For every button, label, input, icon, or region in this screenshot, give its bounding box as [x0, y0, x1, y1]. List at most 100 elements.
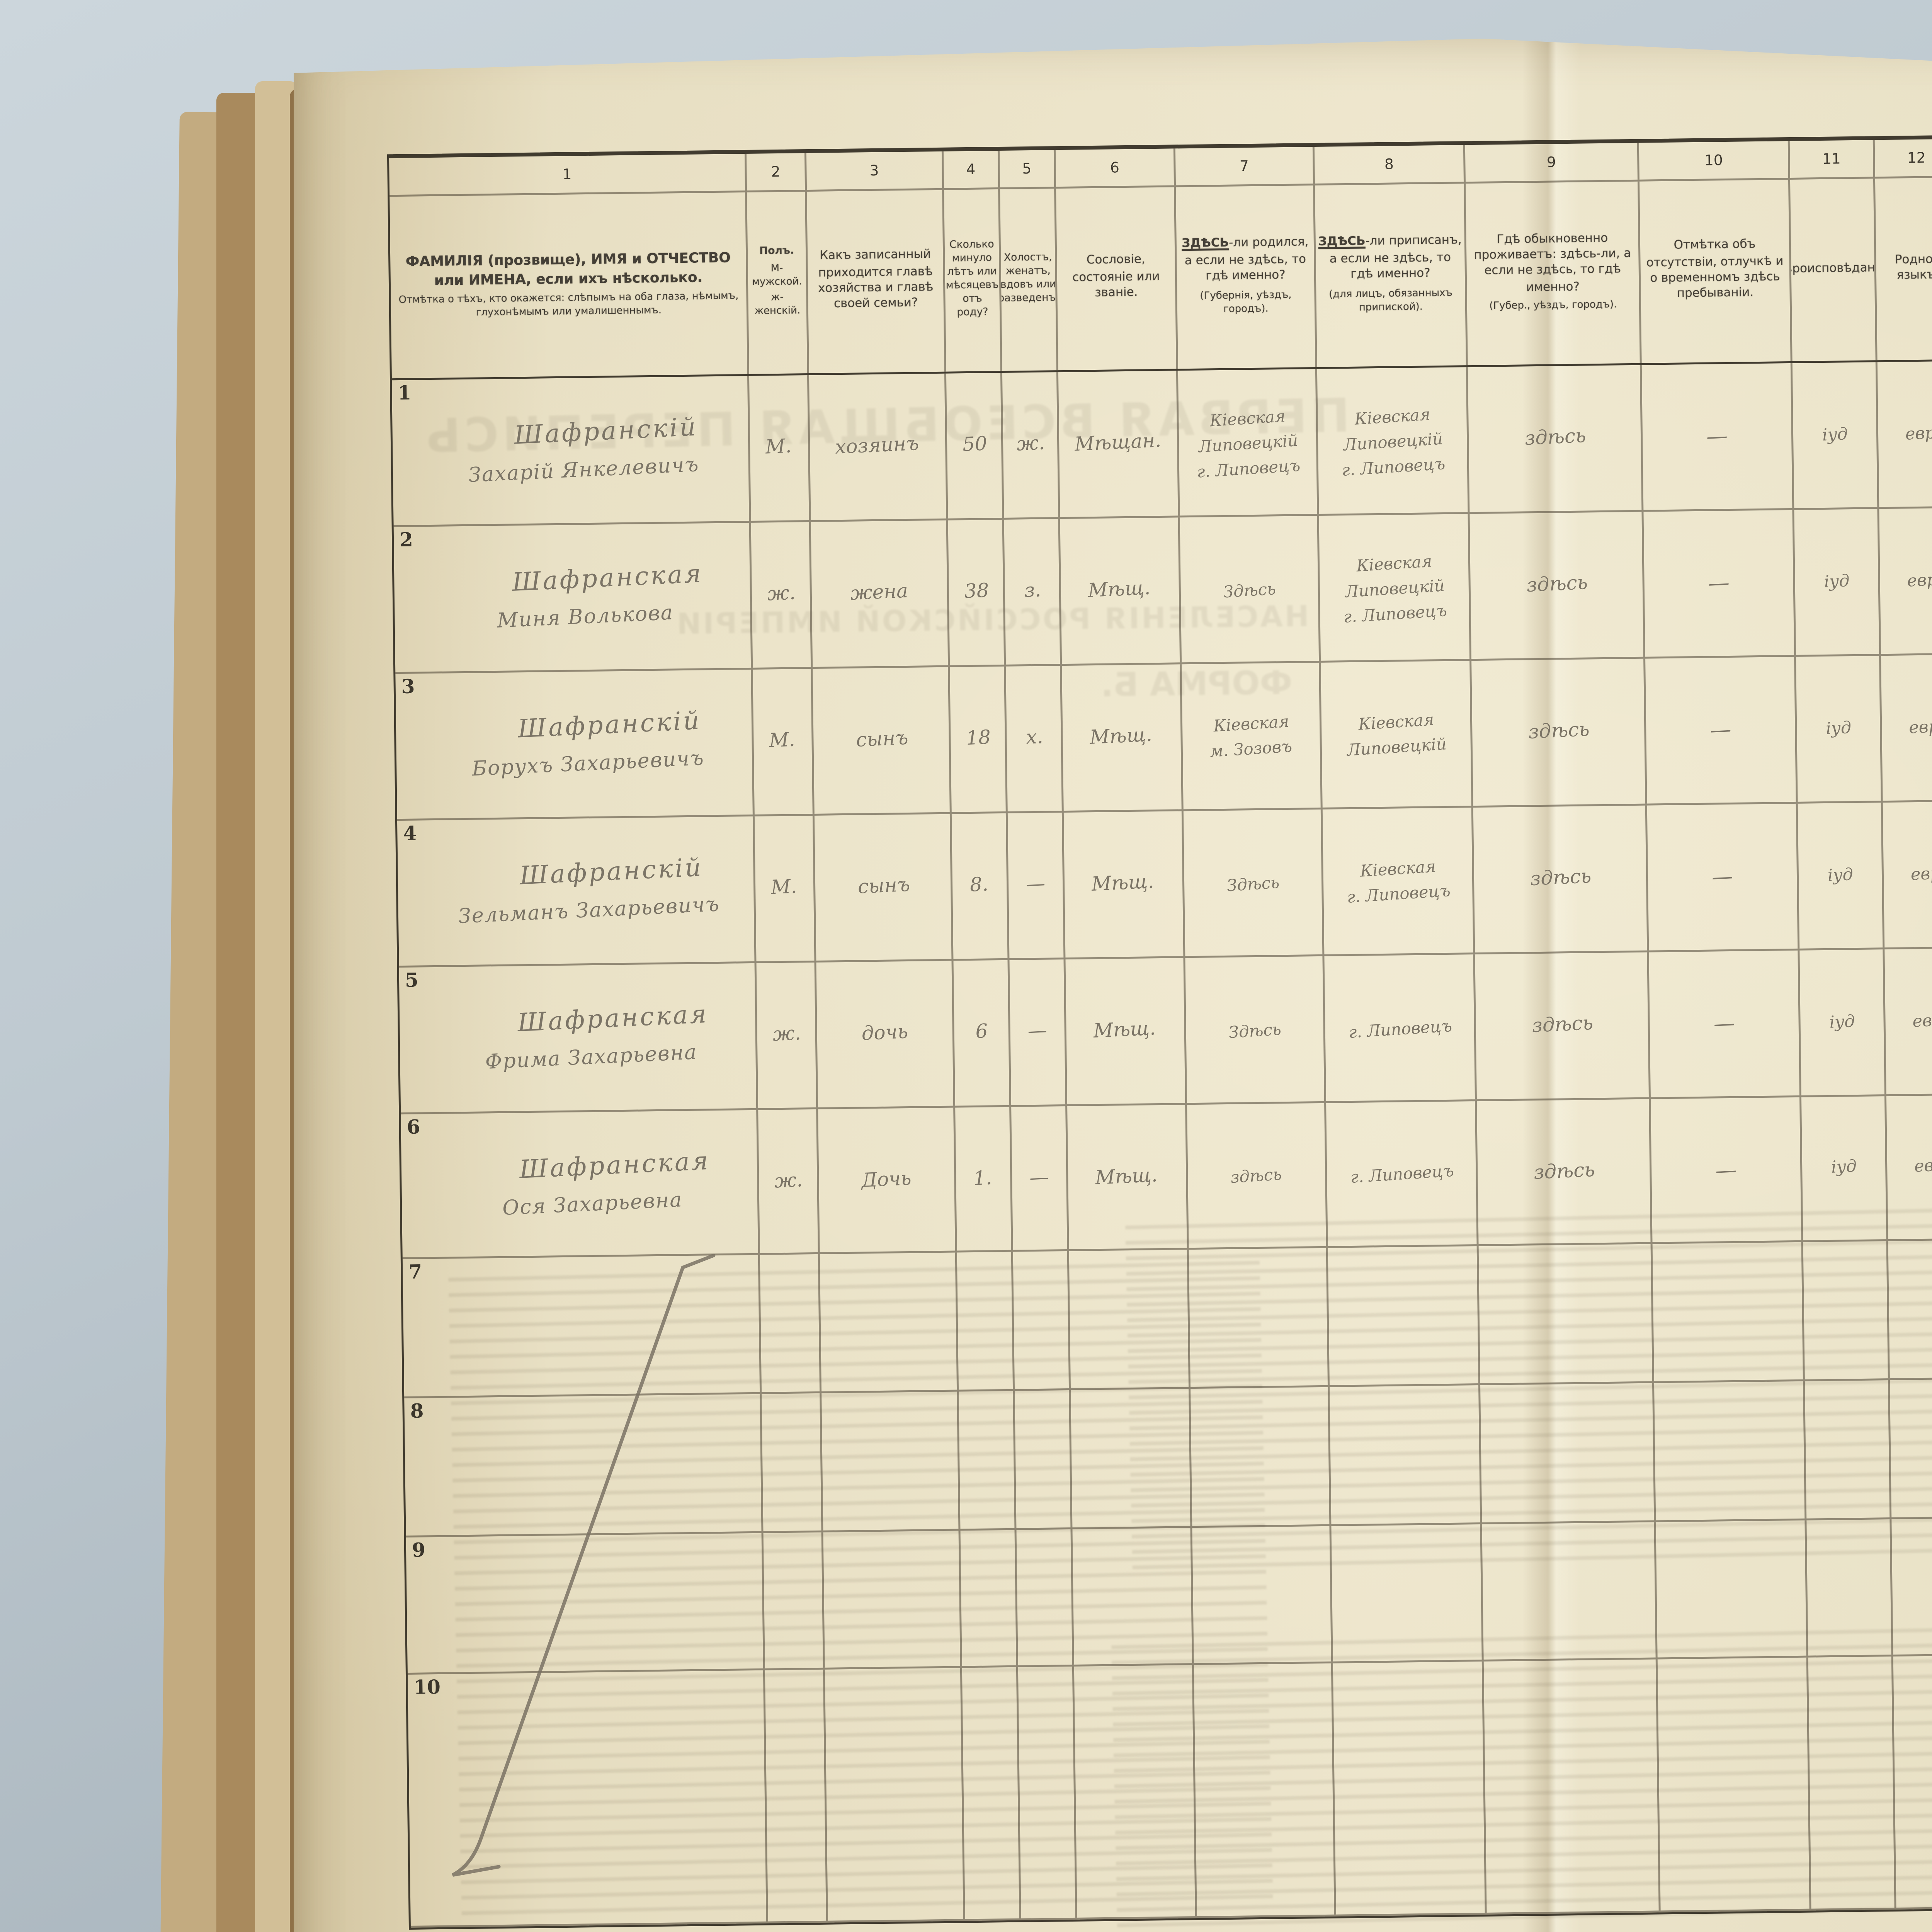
cell-sex: [760, 1254, 822, 1392]
cell-registered: Кіевская Липовецкій г. Липовецъ: [1319, 514, 1472, 661]
col-number: 7: [1175, 146, 1315, 185]
handwritten-value: Шафранская: [510, 560, 703, 599]
census-table: 1 2 3 4 5 6 7 8 9 10 11 12 13 14: [387, 125, 1932, 1930]
cell-absence: [1652, 1242, 1805, 1381]
col-number: 11: [1789, 140, 1875, 178]
handwritten-value: г. Липовецъ: [1349, 1160, 1454, 1187]
handwritten-value: —: [1714, 1156, 1737, 1183]
cell-registered: г. Липовецъ: [1326, 1101, 1479, 1246]
row-number: 1: [398, 384, 412, 406]
cell-residence: здѣсь: [1471, 658, 1647, 806]
cell-age: 8.: [951, 813, 1010, 959]
cell-language: евр: [1884, 948, 1932, 1095]
place-lines: здѣсь: [1230, 1164, 1283, 1187]
cell-name: 3 Шафранскій Борухъ Захарьевичъ: [395, 669, 755, 819]
sheet-content: ПЕРВАЯ ВСЕОБЩАЯ ПЕРЕПИСЬ НАСЕЛЕНІЯ РОССІ…: [294, 39, 1932, 1932]
handwritten-value: 38: [963, 581, 989, 604]
cell-residence: здѣсь: [1477, 1099, 1653, 1245]
cell-estate: Мѣщ.: [1060, 517, 1182, 664]
cell-estate: [1072, 1528, 1194, 1665]
cell-sex: М.: [754, 815, 816, 961]
handwritten-value: Липовецкій: [1197, 429, 1298, 455]
handwritten-value: —: [1708, 570, 1730, 597]
handwritten-value: —: [1711, 864, 1734, 890]
handwritten-value: Здѣсь: [1228, 1018, 1282, 1041]
cell-marital: ж.: [1002, 372, 1060, 518]
cell-residence: здѣсь: [1475, 952, 1651, 1100]
cell-age: 1.: [955, 1107, 1013, 1251]
census-sheet: ПЕРВАЯ ВСЕОБЩАЯ ПЕРЕПИСЬ НАСЕЛЕНІЯ РОССІ…: [294, 39, 1932, 1932]
handwritten-value: 6: [975, 1022, 988, 1044]
place-lines: Здѣсь: [1222, 578, 1276, 600]
cell-registered: [1328, 1246, 1480, 1385]
handwritten-value: Липовецкій: [1345, 734, 1447, 760]
handwritten-value: Ося Захарьевна: [502, 1188, 684, 1220]
handwritten-value: Мѣщ.: [1095, 1165, 1159, 1189]
table-row: 6 Шафранская Ося Захарьевна ж. Дочь 1. — Мѣщ. зд…: [401, 1085, 1932, 1260]
handwritten-value: Мѣщ.: [1088, 578, 1152, 603]
handwritten-value: здѣсь: [1524, 426, 1586, 451]
table-row: 1 Шафранскій Захарій Янкелевичъ М. хозяинъ 50…: [392, 351, 1932, 527]
handwritten-value: здѣсь: [1230, 1164, 1283, 1187]
cell-born: Здѣсь: [1180, 515, 1321, 663]
handwritten-value: Шафранскій: [512, 414, 697, 452]
cell-language: евр: [1883, 801, 1932, 948]
handwritten-value: здѣсь: [1527, 720, 1590, 745]
cell-religion: іуд: [1796, 656, 1883, 802]
handwritten-value: Шафранская: [516, 1001, 708, 1039]
cell-name: 1 Шафранскій Захарій Янкелевичъ: [392, 376, 751, 526]
cell-relation: Дочь: [818, 1107, 957, 1252]
cell-religion: іуд: [1801, 1096, 1888, 1240]
cell-sex: [762, 1393, 823, 1531]
cell-religion: іуд: [1798, 803, 1885, 949]
handwritten-value: г. Липовецъ: [1195, 454, 1300, 481]
row-number: 10: [413, 1678, 441, 1700]
handwritten-value: здѣсь: [1532, 1160, 1595, 1184]
cell-marital: [1018, 1666, 1077, 1918]
cell-language: евр: [1877, 361, 1932, 507]
cell-religion: [1804, 1380, 1892, 1519]
cell-relation: [823, 1531, 962, 1668]
header-sex: Полъ. М-мужской. ж-женскій.: [747, 192, 809, 374]
handwritten-value: М.: [765, 437, 793, 459]
handwritten-value: здѣсь: [1525, 573, 1588, 598]
handwritten-value: Шафранская: [518, 1147, 710, 1185]
cell-name: 9: [406, 1533, 765, 1673]
handwritten-value: сынъ: [854, 728, 908, 752]
cell-absence: —: [1647, 803, 1800, 951]
handwritten-value: г. Липовецъ: [1342, 599, 1447, 626]
cell-estate: [1071, 1389, 1192, 1527]
handwritten-value: Зельманъ Захарьевичъ: [458, 893, 721, 929]
header-row: ФАМИЛІЯ (прозвище), ИМЯ и ОТЧЕСТВО или И…: [389, 168, 1932, 381]
header-absence: Отмѣтка объ отсутствіи, отлучкѣ и о врем…: [1639, 179, 1793, 363]
col-number: 6: [1055, 148, 1176, 187]
cell-sex: М.: [749, 375, 811, 521]
table-row: 1012: [407, 1646, 1932, 1928]
cell-marital: —: [1007, 813, 1066, 958]
cell-religion: іуд: [1799, 949, 1886, 1095]
col-number: 8: [1314, 145, 1466, 184]
table-row: 2 Шафранская Миня Волькова ж. жена 38 з. Мѣщ. Зд…: [393, 498, 1932, 674]
header-age: Сколько минуло лѣтъ или мѣсяцевъ отъ род…: [944, 189, 1002, 372]
handwritten-value: евр: [1904, 423, 1932, 445]
cell-age: 38: [948, 519, 1006, 665]
cell-residence: здѣсь: [1473, 805, 1649, 953]
cell-religion: [1803, 1241, 1890, 1379]
cell-registered: [1333, 1661, 1487, 1915]
cell-sex: ж.: [756, 962, 818, 1108]
place-lines: г. Липовецъ: [1349, 1160, 1454, 1187]
cell-estate: Мѣщан.: [1058, 371, 1180, 517]
cell-name: 5 Шафранская Фрима Захарьевна: [399, 963, 759, 1113]
handwritten-value: іуд: [1823, 571, 1850, 592]
cell-language: евр: [1879, 508, 1932, 654]
cell-marital: х.: [1006, 666, 1064, 811]
handwritten-value: М.: [769, 730, 796, 753]
header-religion: Вѣроисповѣданіе.: [1790, 179, 1878, 361]
handwritten-value: —: [1025, 874, 1046, 897]
table-body: 1 Шафранскій Захарій Янкелевичъ М. хозяинъ 50…: [392, 351, 1932, 1928]
handwritten-value: Здѣсь: [1222, 578, 1276, 600]
handwritten-value: ж.: [773, 1170, 803, 1193]
row-number: 7: [408, 1263, 422, 1284]
row-number: 3: [401, 677, 415, 699]
cell-relation: жена: [811, 520, 950, 667]
